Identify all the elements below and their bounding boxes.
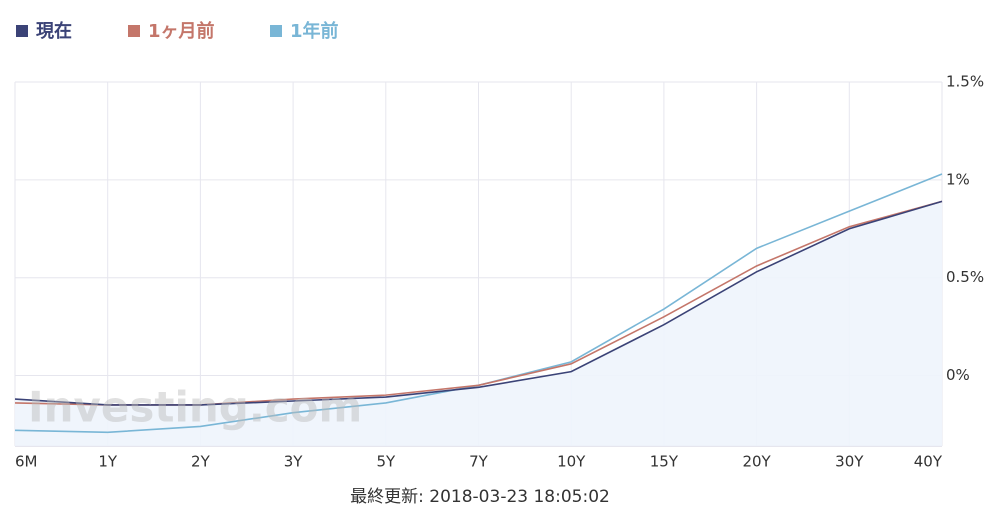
series-line: [14, 200, 943, 406]
legend-swatch: [16, 25, 28, 37]
x-tick-label: 2Y: [191, 453, 211, 471]
y-tick-label: 1.5%: [946, 73, 984, 91]
legend-swatch: [128, 25, 140, 37]
x-tick-label: 3Y: [284, 453, 304, 471]
x-tick-label: 10Y: [557, 453, 586, 471]
footer: 最終更新: 2018-03-23 18:05:02: [350, 487, 610, 507]
legend-swatch: [270, 25, 282, 37]
legend-label: 1ヶ月前: [148, 20, 215, 42]
x-tick-label: 7Y: [469, 453, 489, 471]
x-tick-label: 15Y: [650, 453, 679, 471]
x-tick-label: 40Y: [914, 453, 943, 471]
legend-label: 現在: [36, 20, 72, 42]
plot: 0% 0.5% 1% 1.5% 6M 1Y 2Y 3Y 5Y 7Y 10Y 15Y 20Y 30Y 40Y 現…: [14, 20, 984, 471]
area-fill: [15, 201, 942, 446]
y-tick-label: 1%: [946, 170, 970, 188]
watermark: Investing.com: [28, 383, 362, 432]
x-tick-label: 20Y: [742, 453, 771, 471]
x-tick-label: 5Y: [376, 453, 396, 471]
x-tick-label: 30Y: [835, 453, 864, 471]
legend-label: 1年前: [290, 20, 339, 42]
x-tick-label: 1Y: [98, 453, 118, 471]
x-tick-label: 6M: [15, 453, 38, 471]
y-tick-label: 0%: [946, 366, 970, 384]
y-tick-label: 0.5%: [946, 268, 984, 286]
